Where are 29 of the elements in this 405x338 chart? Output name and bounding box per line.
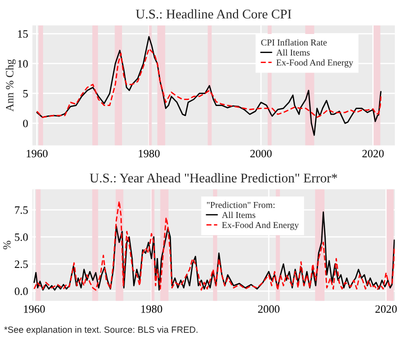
line-series — [36, 36, 382, 136]
y-tick-label: 10 — [18, 60, 28, 68]
line-series — [36, 48, 382, 118]
chart-title: U.S.: Year Ahead "Headline Prediction" Error* — [90, 173, 338, 183]
legend-title: CPI Inflation Rate — [261, 39, 327, 46]
x-tick-label: 1980 — [138, 150, 160, 158]
y-tick-label: 7.5 — [15, 206, 28, 214]
y-axis-title: % — [3, 240, 11, 250]
x-tick-label: 1960 — [26, 150, 48, 158]
y-tick-label: 0 — [23, 120, 28, 128]
x-tick-label: 1960 — [24, 305, 45, 313]
y-tick-label: 0.0 — [14, 288, 28, 296]
y-axis-title: Ann % Chg — [6, 59, 16, 112]
legend-label: All Items — [222, 212, 256, 218]
legend-label: Ex-Food And Energy — [276, 59, 354, 68]
text: *See explanation in text. Source: BLS via FRED. — [4, 326, 198, 335]
y-tick-label: 15 — [18, 30, 28, 38]
y-tick-label: 2.5 — [14, 260, 28, 268]
legend-label: All Items — [276, 49, 310, 56]
y-tick-label: 5 — [23, 90, 28, 98]
x-tick-label: 2000 — [250, 150, 272, 158]
chart-title: U.S.: Headline And Core CPI — [136, 9, 292, 19]
y-tick-label: 5.0 — [14, 233, 28, 241]
x-tick-label: 2020 — [375, 305, 397, 313]
x-tick-label: 2020 — [362, 150, 384, 158]
legend-label: Ex-Food And Energy — [222, 222, 299, 230]
x-tick-label: 2000 — [258, 305, 280, 313]
legend-title: "Prediction" From: — [206, 202, 275, 208]
x-tick-label: 1980 — [141, 305, 162, 313]
